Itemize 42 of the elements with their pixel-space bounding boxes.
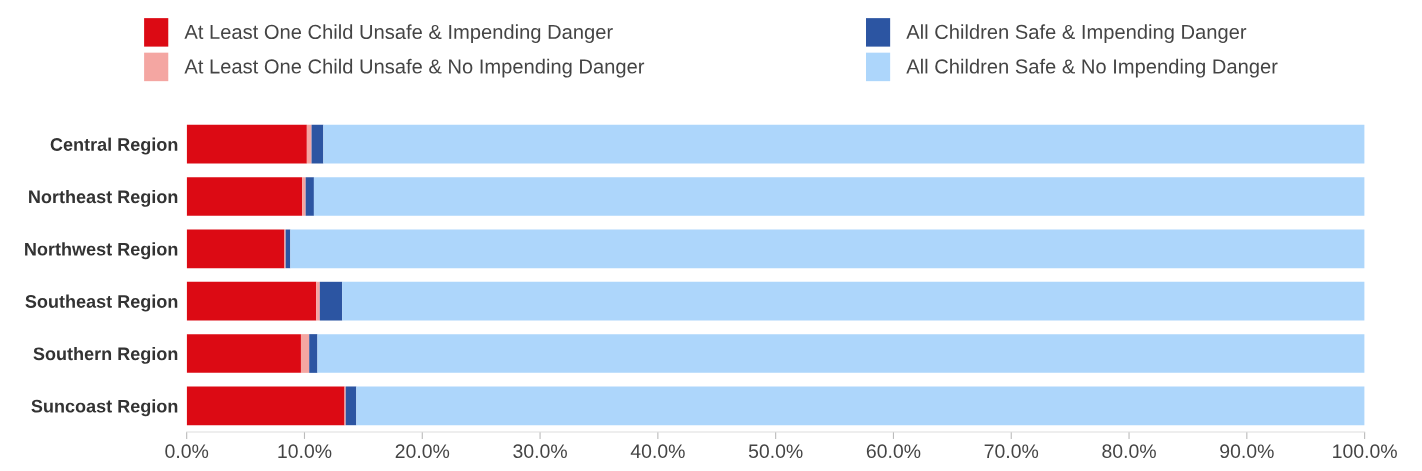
x-tick-label: 50.0% <box>748 444 803 459</box>
bar <box>317 334 1365 373</box>
bar <box>186 281 317 321</box>
bar <box>305 177 314 216</box>
x-tick-label: 80.0% <box>1102 444 1156 459</box>
bar <box>186 124 307 164</box>
bar <box>323 124 1365 164</box>
bar <box>309 334 318 373</box>
bar <box>300 334 310 373</box>
bar <box>186 229 285 269</box>
legend-label: All Children Safe & No Impending Danger <box>906 58 1278 78</box>
bar <box>186 334 301 373</box>
x-tick-label: 90.0% <box>1220 444 1274 459</box>
bar <box>302 177 306 216</box>
bar <box>313 177 1365 216</box>
bar <box>356 386 1365 426</box>
x-tick-label: 10.0% <box>278 444 332 459</box>
x-tick-label: 0.0% <box>165 444 209 459</box>
legend-label: At Least One Child Unsafe & No Impending Danger <box>184 58 645 78</box>
y-tick-label: Southeast Region <box>25 294 178 312</box>
bar <box>342 281 1365 321</box>
y-tick-label: Southern Region <box>33 346 178 364</box>
y-tick-label: Suncoast Region <box>31 399 178 417</box>
x-tick-label: 100.0% <box>1333 444 1397 459</box>
y-tick-label: Northeast Region <box>29 189 178 207</box>
x-tick-label: 40.0% <box>630 444 685 459</box>
x-tick-label: 30.0% <box>513 444 567 459</box>
y-tick-label: Central Region <box>50 137 178 155</box>
bar <box>290 229 1365 269</box>
bar <box>319 281 343 321</box>
y-tick-label: Northwest Region <box>25 242 178 260</box>
x-tick-label: 70.0% <box>984 444 1039 459</box>
bar <box>306 124 312 164</box>
bar <box>345 386 357 426</box>
legend-label: At Least One Child Unsafe & Impending Danger <box>184 24 613 44</box>
bar <box>316 281 320 321</box>
bar <box>186 177 303 216</box>
x-tick-label: 60.0% <box>866 444 921 459</box>
legend-label: All Children Safe & Impending Danger <box>906 24 1247 44</box>
x-tick-label: 20.0% <box>395 444 450 459</box>
bar <box>186 386 345 426</box>
bar <box>311 124 324 164</box>
